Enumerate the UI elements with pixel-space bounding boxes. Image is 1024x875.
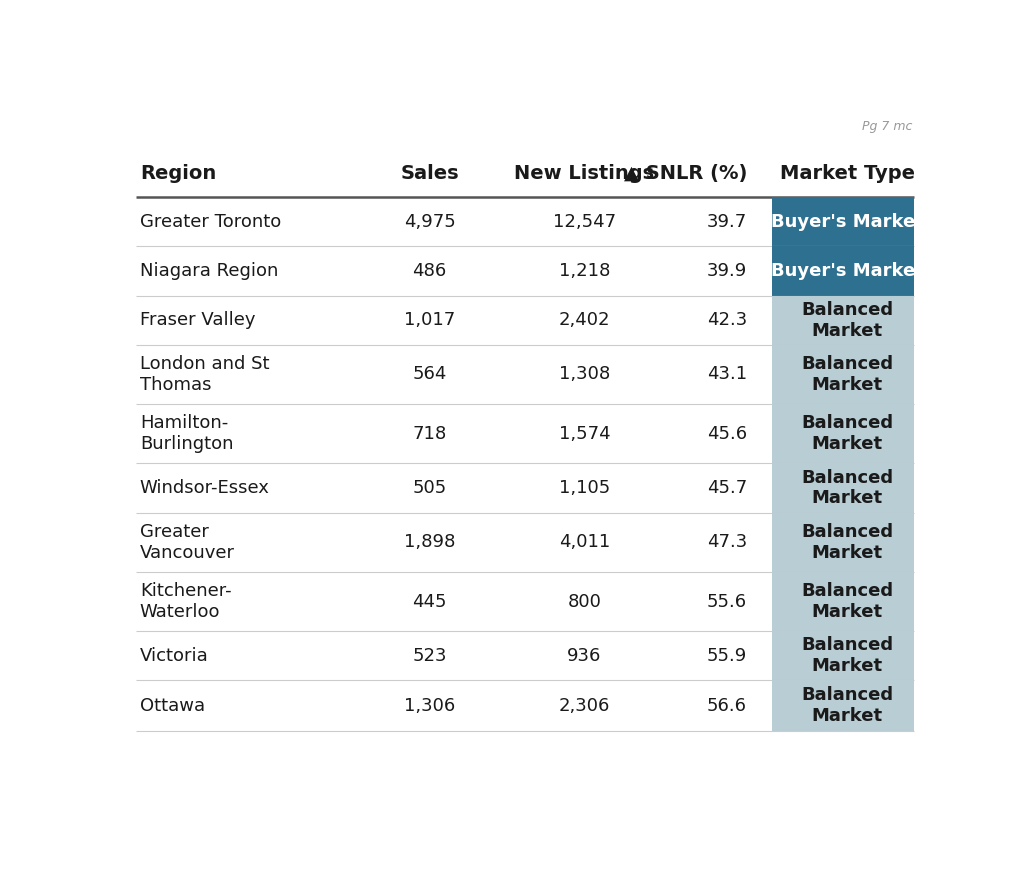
Text: 12,547: 12,547 (553, 213, 615, 231)
Text: 564: 564 (413, 366, 446, 383)
Text: 1,105: 1,105 (559, 479, 610, 497)
Bar (772, 345, 913, 404)
Text: Victoria: Victoria (140, 647, 209, 665)
Text: 505: 505 (413, 479, 446, 497)
Text: 56.6: 56.6 (707, 696, 748, 715)
Text: 4,011: 4,011 (559, 533, 610, 551)
Text: 45.6: 45.6 (707, 424, 748, 443)
Text: 1,574: 1,574 (558, 424, 610, 443)
Bar (772, 513, 913, 572)
Text: Balanced
Market: Balanced Market (801, 301, 893, 340)
Bar (772, 247, 913, 296)
Bar (772, 631, 913, 681)
Text: 55.6: 55.6 (707, 592, 748, 611)
Text: 39.9: 39.9 (707, 262, 748, 280)
Text: Market Type: Market Type (779, 164, 914, 183)
Text: Ottawa: Ottawa (140, 696, 205, 715)
Text: 39.7: 39.7 (707, 213, 748, 231)
Text: 55.9: 55.9 (707, 647, 748, 665)
Bar (772, 404, 913, 464)
Text: 1,308: 1,308 (559, 366, 610, 383)
Text: Balanced
Market: Balanced Market (801, 523, 893, 562)
Text: 47.3: 47.3 (707, 533, 748, 551)
Text: 1,306: 1,306 (403, 696, 456, 715)
Text: 1,898: 1,898 (403, 533, 456, 551)
Text: New Listings: New Listings (514, 164, 654, 183)
Bar (772, 197, 913, 247)
Text: Buyer's Market: Buyer's Market (771, 213, 924, 231)
Text: 45.7: 45.7 (707, 479, 748, 497)
Text: Balanced
Market: Balanced Market (801, 686, 893, 725)
Text: 4,975: 4,975 (403, 213, 456, 231)
Bar (772, 572, 913, 631)
Text: 523: 523 (413, 647, 446, 665)
Text: 445: 445 (413, 592, 446, 611)
Text: Balanced
Market: Balanced Market (801, 636, 893, 676)
Text: Windsor-Essex: Windsor-Essex (140, 479, 269, 497)
Text: 718: 718 (413, 424, 446, 443)
Text: Greater
Vancouver: Greater Vancouver (140, 523, 234, 562)
Text: 1,218: 1,218 (559, 262, 610, 280)
Text: Buyer's Market: Buyer's Market (771, 262, 924, 280)
Text: 486: 486 (413, 262, 446, 280)
Text: 2,306: 2,306 (559, 696, 610, 715)
Text: Balanced
Market: Balanced Market (801, 469, 893, 507)
Bar (772, 464, 913, 513)
Text: Niagara Region: Niagara Region (140, 262, 279, 280)
Text: Balanced
Market: Balanced Market (801, 582, 893, 621)
Text: Greater Toronto: Greater Toronto (140, 213, 282, 231)
Text: ▲ SNLR (%): ▲ SNLR (%) (624, 164, 748, 183)
Text: London and St
Thomas: London and St Thomas (140, 355, 269, 394)
Text: Pg 7 mc: Pg 7 mc (862, 120, 912, 133)
Text: Fraser Valley: Fraser Valley (140, 312, 255, 329)
Text: Sales: Sales (400, 164, 459, 183)
Text: 800: 800 (567, 592, 601, 611)
Text: 43.1: 43.1 (707, 366, 748, 383)
Text: Balanced
Market: Balanced Market (801, 355, 893, 394)
Text: 42.3: 42.3 (707, 312, 748, 329)
Text: 1,017: 1,017 (403, 312, 456, 329)
Text: 936: 936 (567, 647, 601, 665)
Text: Hamilton-
Burlington: Hamilton- Burlington (140, 415, 233, 453)
Text: 2,402: 2,402 (558, 312, 610, 329)
Text: Balanced
Market: Balanced Market (801, 415, 893, 453)
Bar (772, 681, 913, 731)
Text: Region: Region (140, 164, 216, 183)
Bar (772, 296, 913, 345)
Text: Kitchener-
Waterloo: Kitchener- Waterloo (140, 582, 231, 621)
